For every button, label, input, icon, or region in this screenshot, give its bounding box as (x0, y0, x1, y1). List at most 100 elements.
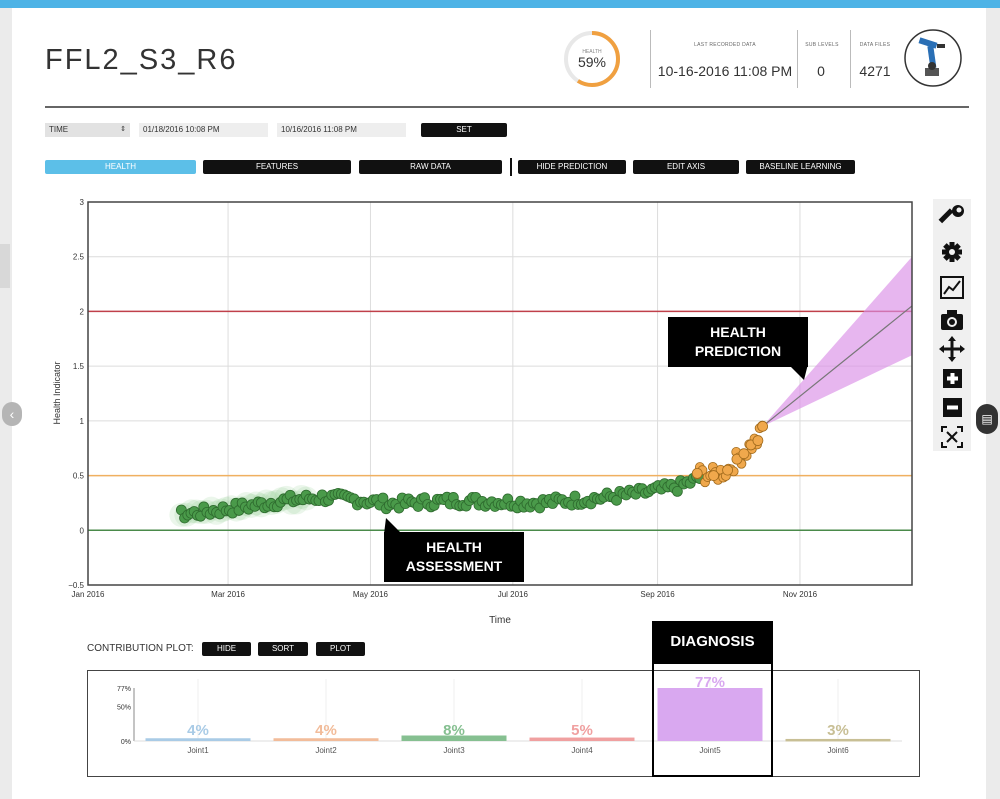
left-panel-tab[interactable] (0, 244, 10, 288)
baseline-learning-button[interactable]: BASELINE LEARNING (746, 160, 855, 174)
chart-toolbox (933, 199, 971, 451)
sub-levels-value: 0 (817, 63, 825, 79)
camera-icon[interactable] (937, 307, 967, 333)
prediction-point (738, 448, 750, 460)
x-tick-label: Jul 2016 (498, 590, 529, 599)
gauge-label: HEALTH (582, 49, 602, 55)
select-arrows-icon: ⇕ (120, 126, 126, 133)
header-divider (850, 30, 851, 88)
bar-joint3 (401, 735, 507, 741)
header-divider (650, 30, 651, 88)
tab-health[interactable]: HEALTH (45, 160, 196, 174)
header-rule (45, 106, 969, 108)
bar-value-label: 77% (695, 674, 725, 691)
data-files-value: 4271 (859, 63, 891, 79)
prediction-line (762, 305, 913, 427)
assessment-point (671, 485, 683, 497)
bar-joint2 (273, 738, 379, 741)
health-assessment-callout: HEALTH ASSESSMENT (384, 532, 524, 582)
sub-levels-label: SUB LEVELS (805, 42, 839, 48)
diagnosis-highlight-box (652, 662, 773, 777)
bar-value-label: 4% (187, 722, 209, 739)
callout-pointer (788, 364, 808, 380)
prediction-point (722, 464, 733, 476)
bar-y-tick: 50% (117, 705, 131, 712)
bar-joint6 (785, 738, 891, 742)
chart-icon[interactable] (937, 275, 967, 301)
x-tick-label: May 2016 (353, 590, 389, 599)
bar-value-label: 8% (443, 722, 465, 739)
y-tick-label: 2.5 (73, 253, 85, 262)
tab-divider (510, 158, 512, 176)
gauge-value: 59% (578, 54, 606, 70)
callout-pointer (384, 518, 402, 534)
zoom-out-icon[interactable] (937, 395, 967, 421)
last-recorded-value: 10-16-2016 11:08 PM (657, 63, 793, 79)
y-tick-label: −0.5 (68, 581, 84, 590)
bar-value-label: 5% (571, 722, 593, 739)
bar-category-label: Joint6 (827, 746, 849, 755)
y-axis-label: Health Indicator (52, 361, 62, 424)
bar-joint4 (529, 737, 635, 741)
contribution-plot-label: CONTRIBUTION PLOT: (87, 643, 194, 654)
hide-button[interactable]: HIDE (202, 642, 251, 656)
plot-button[interactable]: PLOT (316, 642, 365, 656)
contribution-chart[interactable]: 77% 50% 0% 4% Joint1 4% Joint2 8% Joint3 5% Joint4… (88, 671, 919, 776)
callout-line: HEALTH (710, 324, 766, 340)
diagnosis-callout: DIAGNOSIS (652, 621, 773, 662)
header-divider (797, 30, 798, 88)
bar-joint1 (145, 738, 251, 741)
gear-icon[interactable] (937, 239, 967, 265)
health-gauge: HEALTH 59% (562, 29, 622, 89)
prediction-point (708, 470, 719, 481)
prediction-point (752, 435, 764, 446)
assessment-point (377, 492, 389, 504)
reset-axes-icon[interactable] (937, 424, 967, 450)
x-tick-label: Nov 2016 (783, 590, 818, 599)
prediction-point (691, 467, 703, 479)
bar-joint5 (657, 688, 763, 741)
page-title: FFL2_S3_R6 (45, 44, 238, 76)
tab-features[interactable]: FEATURES (203, 160, 351, 174)
bar-category-label: Joint2 (315, 746, 337, 755)
y-tick-label: 0.5 (73, 472, 85, 481)
data-files-label: DATA FILES (859, 42, 891, 48)
x-axis-label: Time (489, 615, 511, 626)
gauge-arc (564, 31, 620, 87)
x-tick-label: Jan 2016 (72, 590, 105, 599)
last-recorded-label: LAST RECORDED DATA (694, 42, 756, 48)
callout-line: PREDICTION (694, 343, 782, 359)
y-tick-label: 0 (80, 526, 85, 535)
sort-button[interactable]: SORT (258, 642, 308, 656)
wrench-icon[interactable] (937, 203, 967, 229)
y-tick-label: 1.5 (73, 362, 85, 371)
bar-y-tick: 77% (117, 686, 131, 693)
y-tick-label: 1 (80, 417, 85, 426)
set-button[interactable]: SET (421, 123, 507, 137)
bar-category-label: Joint4 (571, 746, 593, 755)
health-prediction-callout: HEALTH PREDICTION (668, 317, 808, 367)
plot-frame (87, 201, 913, 586)
time-select[interactable]: TIME ⇕ (45, 123, 130, 137)
move-icon[interactable] (937, 336, 967, 362)
callout-line: ASSESSMENT (405, 558, 503, 574)
start-date-input[interactable]: 01/18/2016 10:08 PM (139, 123, 268, 137)
book-icon[interactable]: ▤ (976, 404, 998, 434)
bar-category-label: Joint3 (443, 746, 465, 755)
x-tick-label: Sep 2016 (640, 590, 675, 599)
end-date-input[interactable]: 10/16/2016 11:08 PM (277, 123, 406, 137)
bar-y-tick: 0% (121, 739, 131, 746)
dashboard-page (12, 8, 986, 799)
robot-avatar[interactable] (903, 28, 963, 88)
prediction-band (762, 256, 912, 427)
callout-line: HEALTH (426, 539, 482, 555)
hide-prediction-button[interactable]: HIDE PREDICTION (518, 160, 626, 174)
tab-raw-data[interactable]: RAW DATA (359, 160, 502, 174)
bar-category-label: Joint1 (187, 746, 209, 755)
bar-value-label: 4% (315, 722, 337, 739)
zoom-in-icon[interactable] (937, 366, 967, 392)
edit-axis-button[interactable]: EDIT AXIS (633, 160, 739, 174)
bar-category-label: Joint5 (699, 746, 721, 755)
chevron-left-icon[interactable]: ‹ (2, 402, 22, 426)
